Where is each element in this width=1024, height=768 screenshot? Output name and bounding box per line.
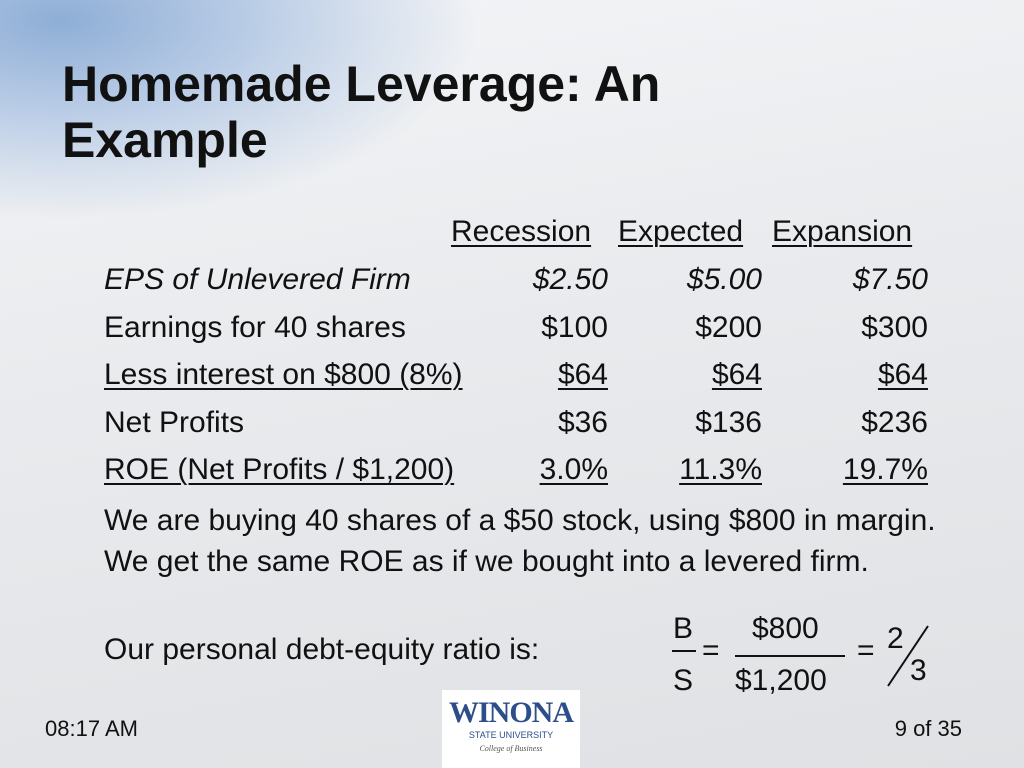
table-cell: $7.50 xyxy=(852,263,928,296)
table-cell: $236 xyxy=(861,406,928,439)
row-label: Net Profits xyxy=(104,406,245,439)
table-cell: $5.00 xyxy=(686,263,762,296)
slash-line xyxy=(887,625,929,687)
fraction-numerator: $800 xyxy=(752,612,819,645)
row-label: Earnings for 40 shares xyxy=(104,311,406,344)
fraction-line xyxy=(735,655,845,657)
row-label: EPS of Unlevered Firm xyxy=(104,263,411,296)
logo-name: WINONA xyxy=(448,696,574,729)
table-cell: $36 xyxy=(557,406,608,439)
column-header: Expected xyxy=(618,215,744,248)
slide-title: Homemade Leverage: An Example xyxy=(62,56,661,168)
ratio-label: Our personal debt-equity ratio is: xyxy=(104,633,540,666)
fraction-denominator: 3 xyxy=(910,654,927,687)
column-header: Recession xyxy=(451,215,592,248)
logo-college: College of Business xyxy=(479,744,543,753)
table-cell: 3.0% xyxy=(539,453,608,486)
column-header: Expansion xyxy=(772,215,913,248)
equals-sign: = xyxy=(702,634,720,667)
row-label: Less interest on $800 (8%) xyxy=(104,358,463,391)
fraction-denominator: $1,200 xyxy=(735,664,827,697)
table-cell: $200 xyxy=(695,311,762,344)
fraction-slash xyxy=(887,625,929,687)
table-cell: 19.7% xyxy=(842,453,928,486)
logo: WINONA STATE UNIVERSITY College of Busin… xyxy=(442,690,580,768)
equals-sign: = xyxy=(857,634,875,667)
body-text: We are buying 40 shares of a $50 stock, … xyxy=(104,504,936,578)
row-label: ROE (Net Profits / $1,200) xyxy=(104,453,455,486)
table-cell: $300 xyxy=(861,311,928,344)
table-cell: $64 xyxy=(877,358,928,391)
clock: 08:17 AM xyxy=(45,716,138,741)
page-number: 9 of 35 xyxy=(894,716,962,741)
logo-sub: STATE UNIVERSITY xyxy=(468,730,554,740)
table-cell: 11.3% xyxy=(679,453,762,486)
fraction-line xyxy=(672,650,696,652)
table-cell: $136 xyxy=(695,406,762,439)
fraction-numerator: 2 xyxy=(887,622,904,655)
table-cell: $100 xyxy=(541,311,608,344)
fraction-denominator: S xyxy=(673,664,694,697)
fraction-numerator: B xyxy=(673,612,694,645)
table-cell: $64 xyxy=(711,358,762,391)
table-cell: $64 xyxy=(557,358,608,391)
table-cell: $2.50 xyxy=(532,263,608,296)
